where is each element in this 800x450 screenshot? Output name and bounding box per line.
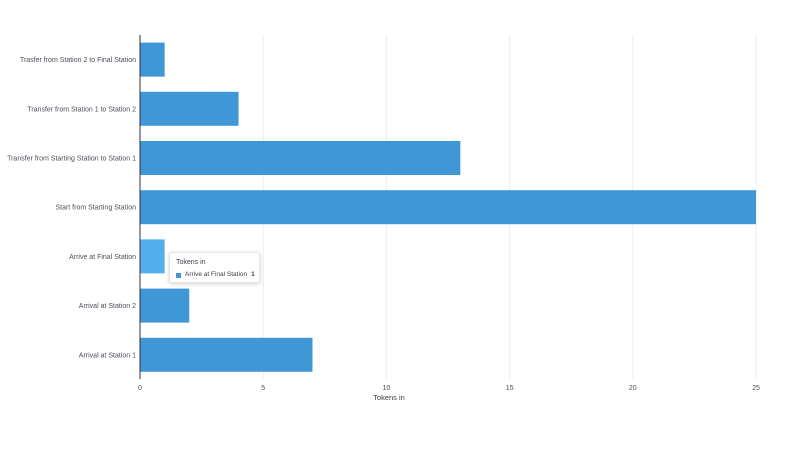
x-tick-label: 20 [629, 385, 637, 392]
tooltip-swatch [176, 272, 181, 278]
x-tick-label: 15 [506, 385, 514, 392]
bar [140, 42, 165, 77]
tooltip-label: Arrive at Final Station [185, 271, 248, 278]
axes: 0 5 10 15 20 25 Trasfer from Station 2 to Fina… [7, 35, 760, 392]
bar [140, 190, 756, 225]
bars [140, 42, 756, 372]
bar [140, 91, 239, 126]
x-axis-title: Tokens in [373, 393, 405, 402]
x-tick-label: 10 [383, 385, 391, 392]
bar [140, 288, 190, 323]
y-category-label: Transfer from Station 1 to Station 2 [27, 106, 136, 113]
y-category-label: Transfer from Starting Station to Statio… [7, 156, 136, 163]
bar [140, 239, 165, 274]
x-tick-label: 5 [261, 385, 265, 392]
y-category-label: Trasfer from Station 2 to Final Station [20, 57, 136, 64]
bar [140, 337, 313, 372]
y-category-label: Arrival at Station 2 [79, 303, 136, 310]
bar [140, 141, 461, 175]
y-category-label: Start from Starting Station [55, 205, 136, 212]
tooltip-row: Arrive at Final Station 1 [176, 271, 255, 279]
y-category-label: Arrive at Final Station [69, 254, 136, 261]
x-tick-label: 0 [138, 385, 142, 392]
tooltip-title: Tokens in [176, 259, 206, 266]
x-tick-label: 25 [752, 385, 760, 392]
tooltip-value: 1 [251, 271, 255, 278]
y-category-label: Arrival at Station 1 [79, 352, 136, 359]
tooltip: Tokens in Arrive at Final Station 1 [169, 252, 260, 283]
